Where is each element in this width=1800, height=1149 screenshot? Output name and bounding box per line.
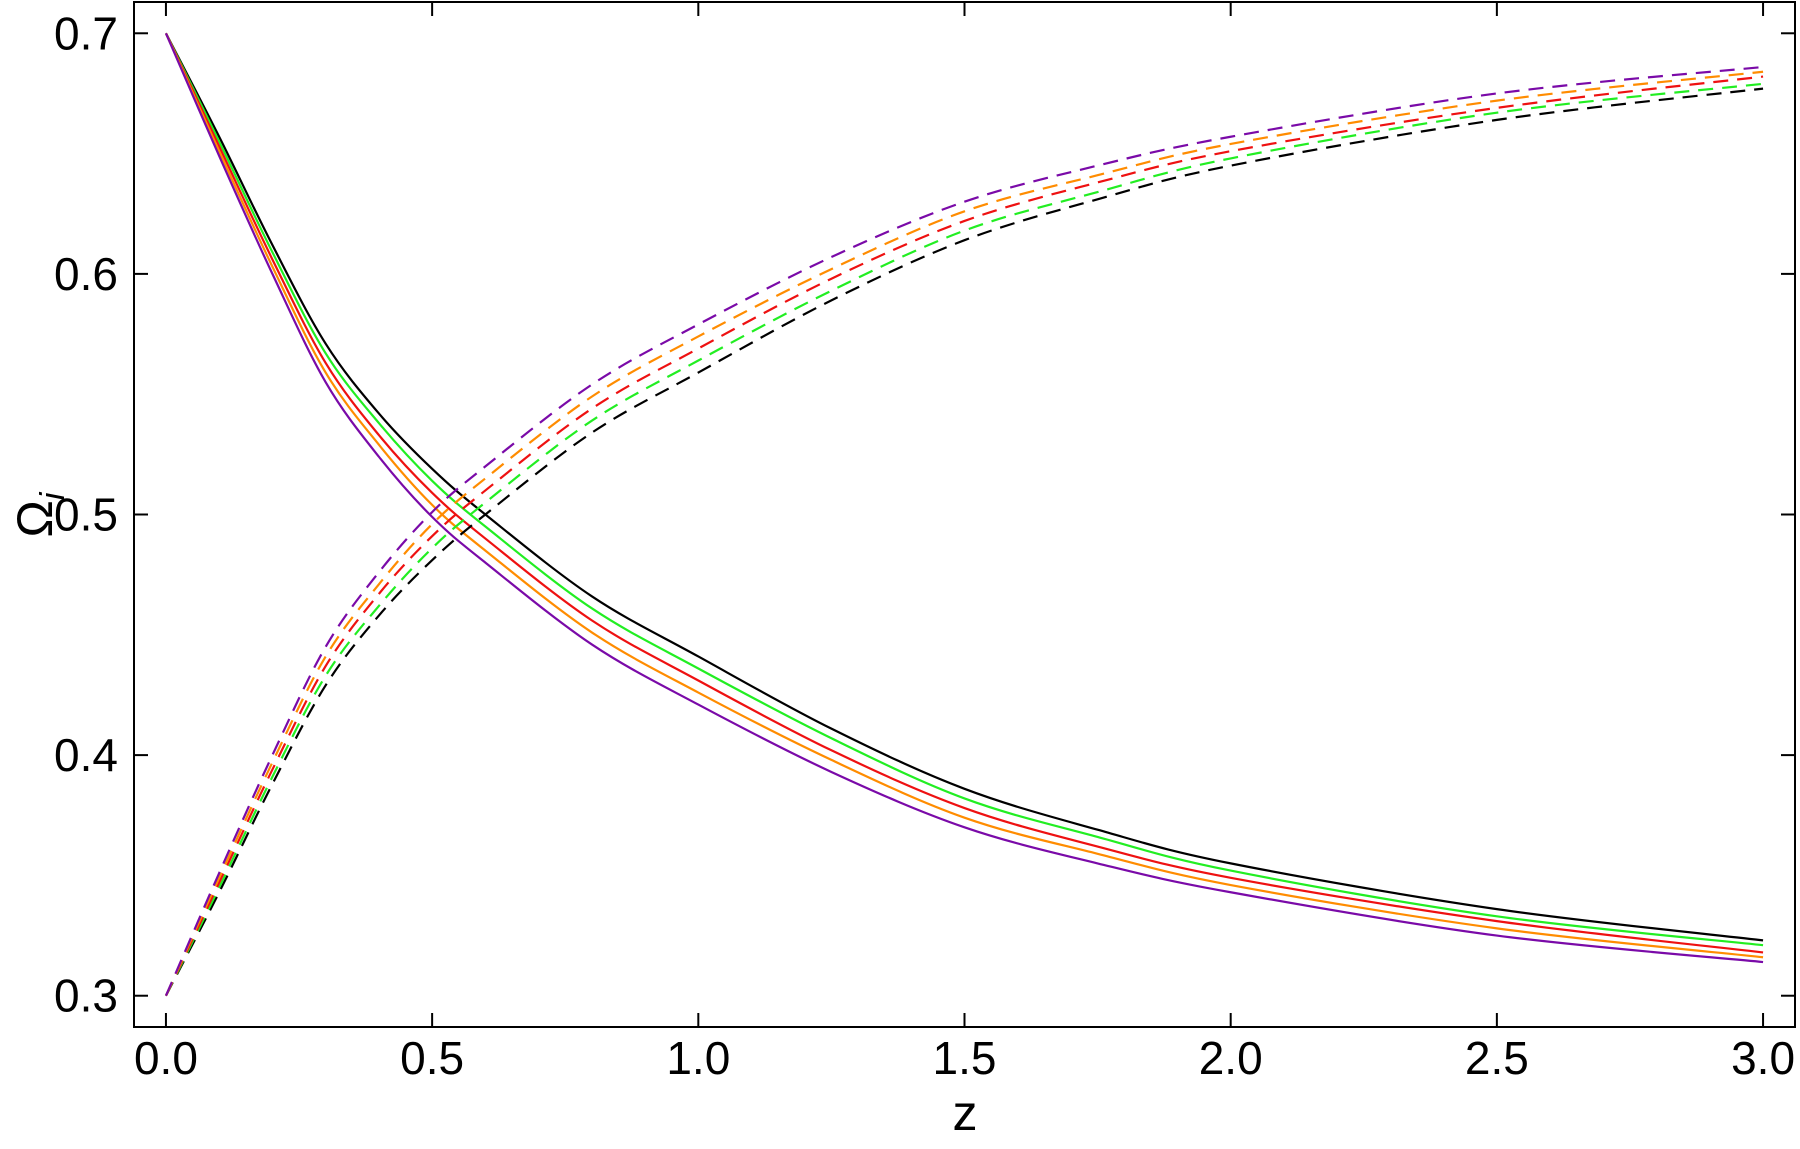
solid-line — [164, 32, 1764, 959]
x-tick-label: 0.0 — [134, 1032, 198, 1084]
solid-line — [164, 32, 1764, 942]
y-tick-label: 0.4 — [54, 729, 118, 781]
dashed-line — [164, 65, 1764, 997]
plot-frame — [133, 1, 1796, 1028]
y-tick-label: 0.6 — [54, 248, 118, 300]
x-tick-label: 2.5 — [1465, 1032, 1529, 1084]
dashed-line — [164, 70, 1764, 997]
x-tick-label: 2.0 — [1199, 1032, 1263, 1084]
dashed-line — [164, 75, 1764, 997]
y-axis-label: Ωi — [7, 491, 72, 537]
solid-line — [164, 32, 1764, 947]
x-tick-label: 3.0 — [1731, 1032, 1795, 1084]
x-tick-label: 0.5 — [400, 1032, 464, 1084]
x-axis-label: z — [953, 1085, 978, 1141]
y-tick-label: 0.7 — [54, 7, 118, 59]
dashed-line — [164, 87, 1764, 997]
y-axis-label-symbol: Ω — [7, 500, 63, 537]
y-tick-label: 0.5 — [54, 489, 118, 541]
solid-line — [164, 32, 1764, 954]
y-tick-label: 0.3 — [54, 970, 118, 1022]
x-tick-label: 1.0 — [666, 1032, 730, 1084]
x-tick-label: 1.5 — [933, 1032, 997, 1084]
dashed-line — [164, 82, 1764, 997]
solid-line — [164, 32, 1764, 964]
y-axis-label-subscript: i — [34, 491, 72, 500]
